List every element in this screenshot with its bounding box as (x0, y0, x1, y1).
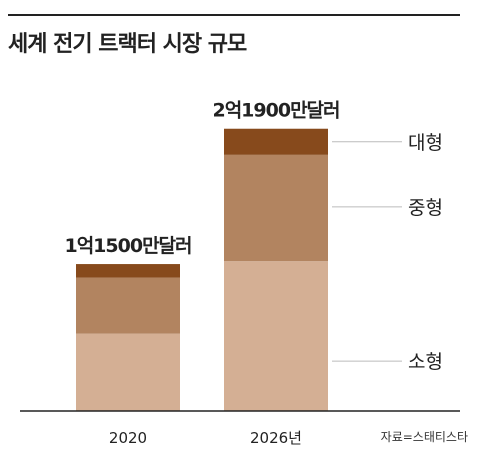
bar-segment (224, 261, 328, 411)
bar-segment (76, 264, 180, 278)
bar-segment (76, 333, 180, 411)
total-data-label: 2억1900만달러 (212, 100, 339, 122)
bar-segment (224, 154, 328, 262)
legend-label: 대형 (408, 132, 443, 154)
chart-title: 세계 전기 트랙터 시장 규모 (8, 32, 247, 57)
x-tick-label: 2026년 (250, 429, 302, 447)
legend-label: 중형 (408, 197, 443, 219)
x-tick-label: 2020 (109, 429, 147, 447)
legend-label: 소형 (408, 351, 443, 373)
top-rule (8, 14, 460, 16)
total-data-label: 1억1500만달러 (64, 235, 191, 257)
bar-segment (76, 277, 180, 334)
source-note: 자료=스태티스타 (380, 430, 468, 444)
bar-segment (224, 128, 328, 155)
